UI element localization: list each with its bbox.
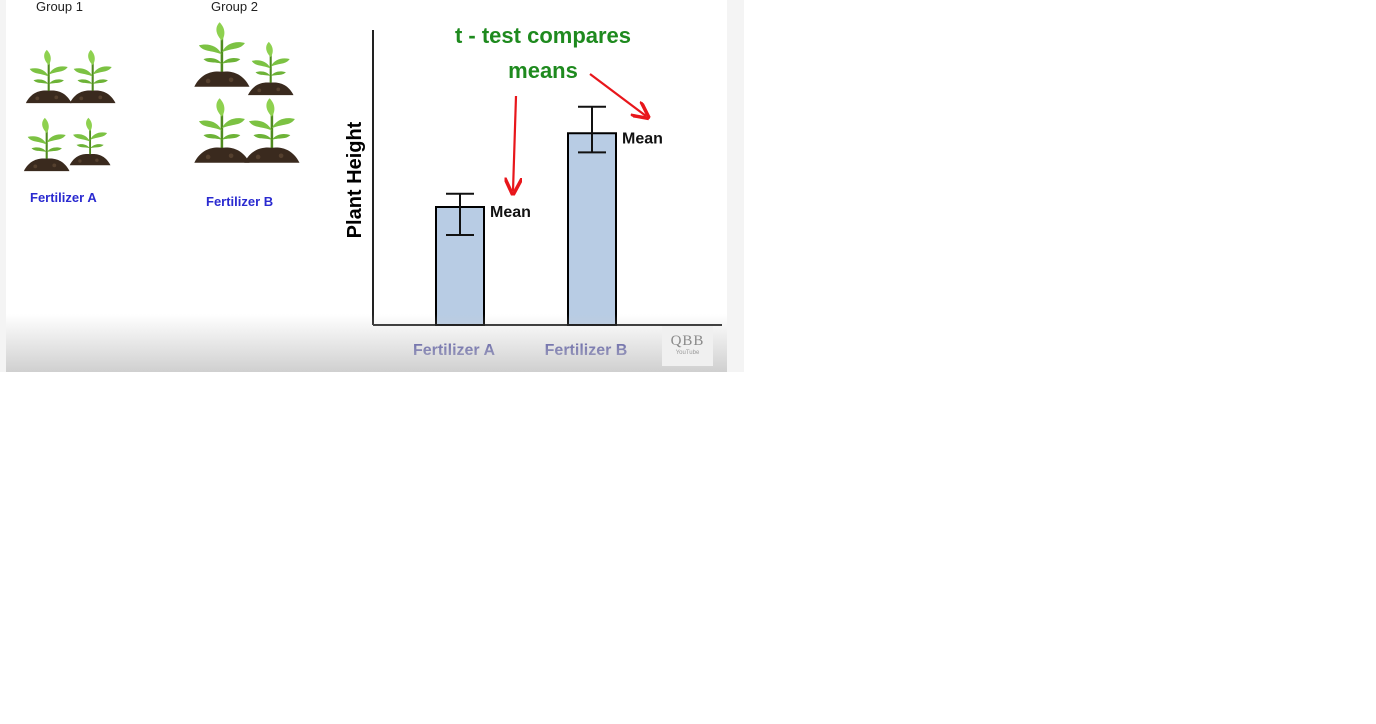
annotation-arrow bbox=[513, 95, 516, 191]
mean-label: Mean bbox=[490, 204, 531, 221]
plant-icon bbox=[246, 40, 295, 97]
annotation-arrow bbox=[589, 73, 646, 116]
plant-icon bbox=[24, 48, 73, 105]
video-frame: Group 1 bbox=[0, 0, 744, 372]
plant-icon bbox=[192, 20, 252, 89]
bar bbox=[567, 132, 617, 326]
chart-title-line-1: t - test compares bbox=[455, 23, 631, 48]
group-1-label: Group 1 bbox=[36, 0, 83, 14]
mean-label: Mean bbox=[622, 130, 663, 147]
slide-bottom-fade bbox=[6, 314, 727, 372]
group-2-label: Group 2 bbox=[211, 0, 258, 14]
group-2-fertilizer-label: Fertilizer B bbox=[206, 194, 274, 209]
plant-icon bbox=[22, 116, 71, 173]
y-axis-label: Plant Height bbox=[344, 121, 366, 238]
chart-title-line-2: means bbox=[508, 58, 578, 83]
slide: Group 1 bbox=[6, 0, 727, 372]
plant-icon bbox=[68, 48, 117, 105]
plant-icon bbox=[192, 96, 252, 165]
watermark-subtext: YouTube bbox=[675, 350, 700, 356]
channel-watermark: QBB YouTube bbox=[662, 326, 713, 366]
plant-icon bbox=[242, 96, 302, 165]
watermark-text: QBB bbox=[670, 333, 705, 349]
plant-icon bbox=[68, 116, 112, 167]
group-1-fertilizer-label: Fertilizer A bbox=[30, 190, 97, 205]
